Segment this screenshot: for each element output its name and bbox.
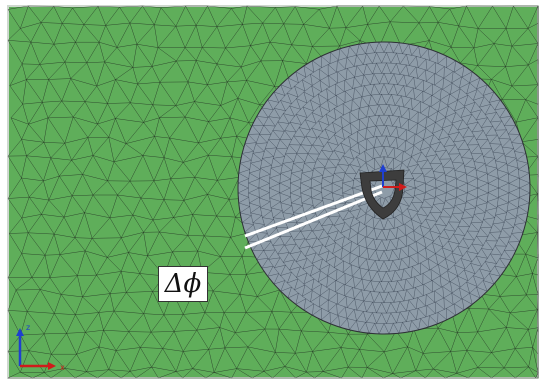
triad-z-label: z [26,323,30,332]
blade-shape [359,169,405,220]
delta-phi-label: Δϕ [158,266,208,302]
sector-line-upper [244,184,383,238]
hub-axis-horizontal-arrow [399,183,407,191]
triad-z-arrow [16,328,24,336]
triad-x-arrow [48,362,56,370]
hub-axis-vertical-arrow [379,164,387,172]
sector-line-lower [244,190,383,250]
triad-x-label: x [60,363,65,372]
